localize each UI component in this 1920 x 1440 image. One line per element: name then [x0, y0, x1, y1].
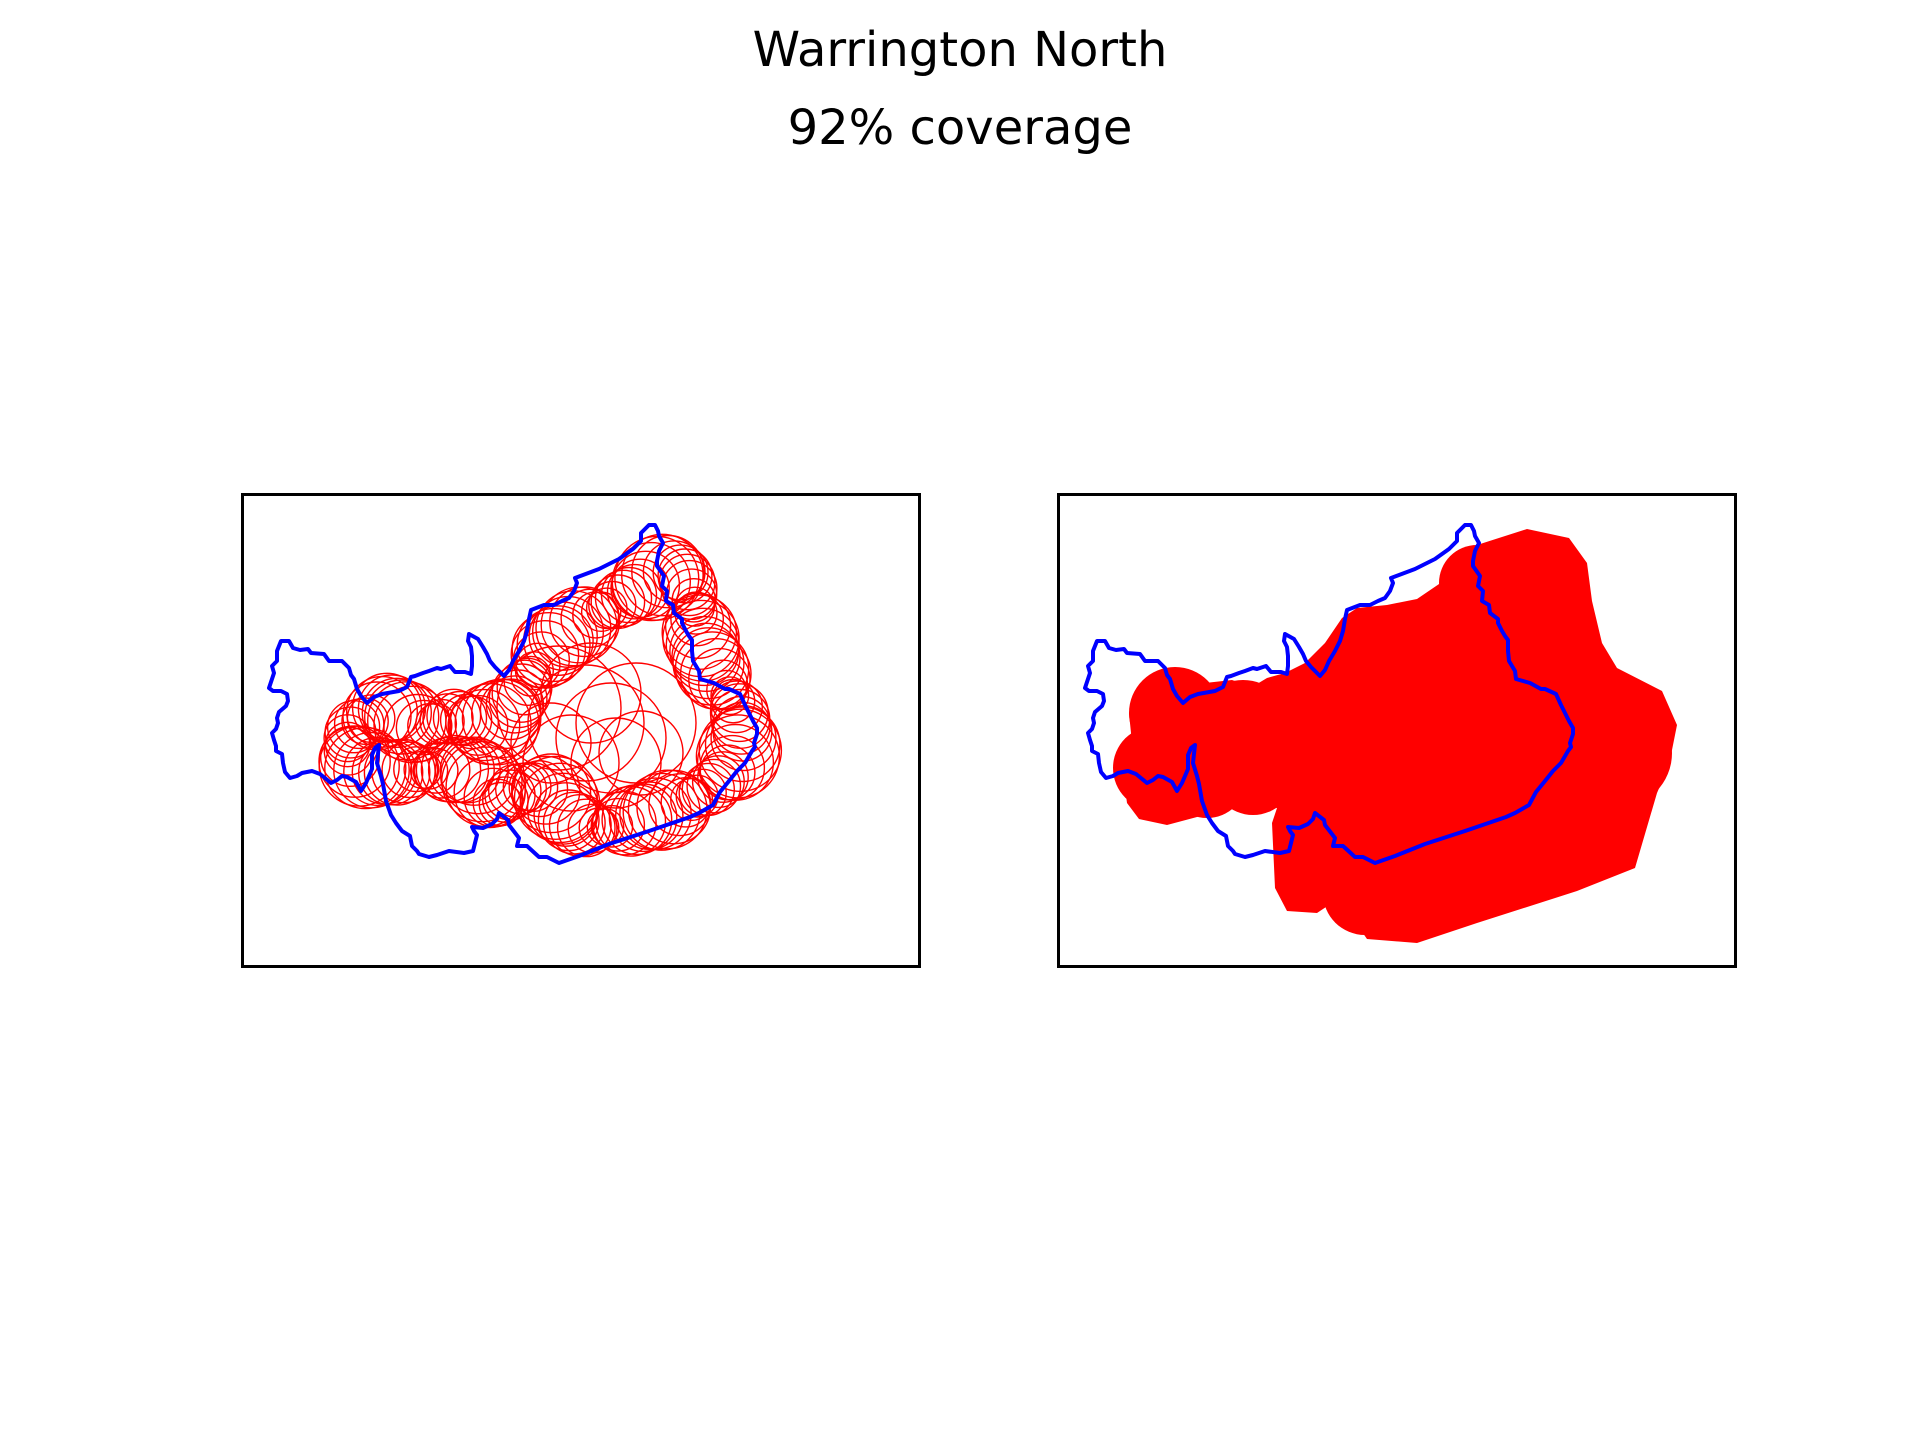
- coverage-circle: [516, 607, 591, 683]
- coverage-circle: [363, 679, 440, 755]
- coverage-circle: [496, 645, 622, 771]
- coverage-circle: [688, 647, 751, 711]
- coverage-circle: [522, 714, 620, 812]
- constituency-boundary: [1083, 523, 1575, 865]
- coverage-circle: [669, 615, 740, 687]
- coverage-circle: [447, 688, 521, 762]
- coverage-circle: [594, 569, 653, 628]
- coverage-circle: [556, 798, 616, 858]
- coverage-circle: [420, 734, 490, 804]
- coverage-circle: [691, 755, 745, 809]
- coverage-circle: [710, 676, 750, 716]
- coverage-circle: [494, 762, 547, 815]
- coverage-circle: [510, 702, 592, 784]
- coverage-circle: [511, 760, 569, 818]
- coverage-union-panel: [1057, 493, 1737, 968]
- coverage-circle: [608, 783, 678, 853]
- coverage-circle: [346, 694, 396, 744]
- coverage-circle: [598, 710, 684, 796]
- coverage-circle: [415, 702, 458, 745]
- coverage-circle: [591, 797, 646, 852]
- coverage-circle: [363, 738, 431, 806]
- coverage-circle: [502, 762, 552, 812]
- coverage-circle: [533, 782, 599, 847]
- coverage-circle: [699, 744, 756, 801]
- coverage-circle: [657, 548, 713, 604]
- coverage-circle: [658, 553, 716, 611]
- coverage-circle: [590, 574, 646, 630]
- coverage-circle: [614, 535, 700, 621]
- coverage-circle: [620, 533, 704, 617]
- axes-frame: [1057, 493, 1737, 968]
- coverage-circle: [454, 680, 540, 766]
- coverage-circle: [704, 706, 781, 783]
- coverage-circle: [461, 678, 542, 759]
- coverage-circle: [642, 540, 706, 604]
- coverage-fill: [1113, 529, 1677, 943]
- axes-frame: [241, 493, 921, 968]
- coverage-circle: [555, 682, 667, 794]
- coverage-circle: [510, 619, 580, 689]
- coverage-circle: [709, 683, 769, 743]
- coverage-circle: [570, 717, 662, 809]
- coverage-circle: [439, 736, 509, 806]
- coverage-circles-panel: [241, 493, 921, 968]
- coverage-circle: [373, 685, 452, 764]
- coverage-circle: [575, 662, 697, 784]
- coverage-circle: [413, 741, 471, 799]
- constituency-boundary: [267, 523, 759, 865]
- coverage-circle: [511, 612, 587, 687]
- coverage-circle: [542, 791, 606, 855]
- coverage-circle: [611, 541, 691, 622]
- coverage-union-map: [1057, 493, 1737, 968]
- figure-title: Warrington North: [752, 22, 1168, 78]
- coverage-circle: [600, 566, 658, 624]
- coverage-circles-map: [241, 493, 921, 968]
- coverage-circle: [485, 675, 545, 734]
- coverage-circle: [513, 755, 599, 841]
- coverage-circle: [412, 747, 459, 794]
- coverage-circle: [318, 725, 391, 798]
- coverage-circle: [361, 677, 433, 749]
- coverage-circle: [527, 664, 645, 782]
- coverage-subtitle: 92% coverage: [787, 100, 1133, 156]
- coverage-circle: [697, 751, 749, 803]
- coverage-circle: [601, 784, 673, 856]
- coverage-circle: [537, 789, 600, 852]
- coverage-circle: [491, 663, 552, 723]
